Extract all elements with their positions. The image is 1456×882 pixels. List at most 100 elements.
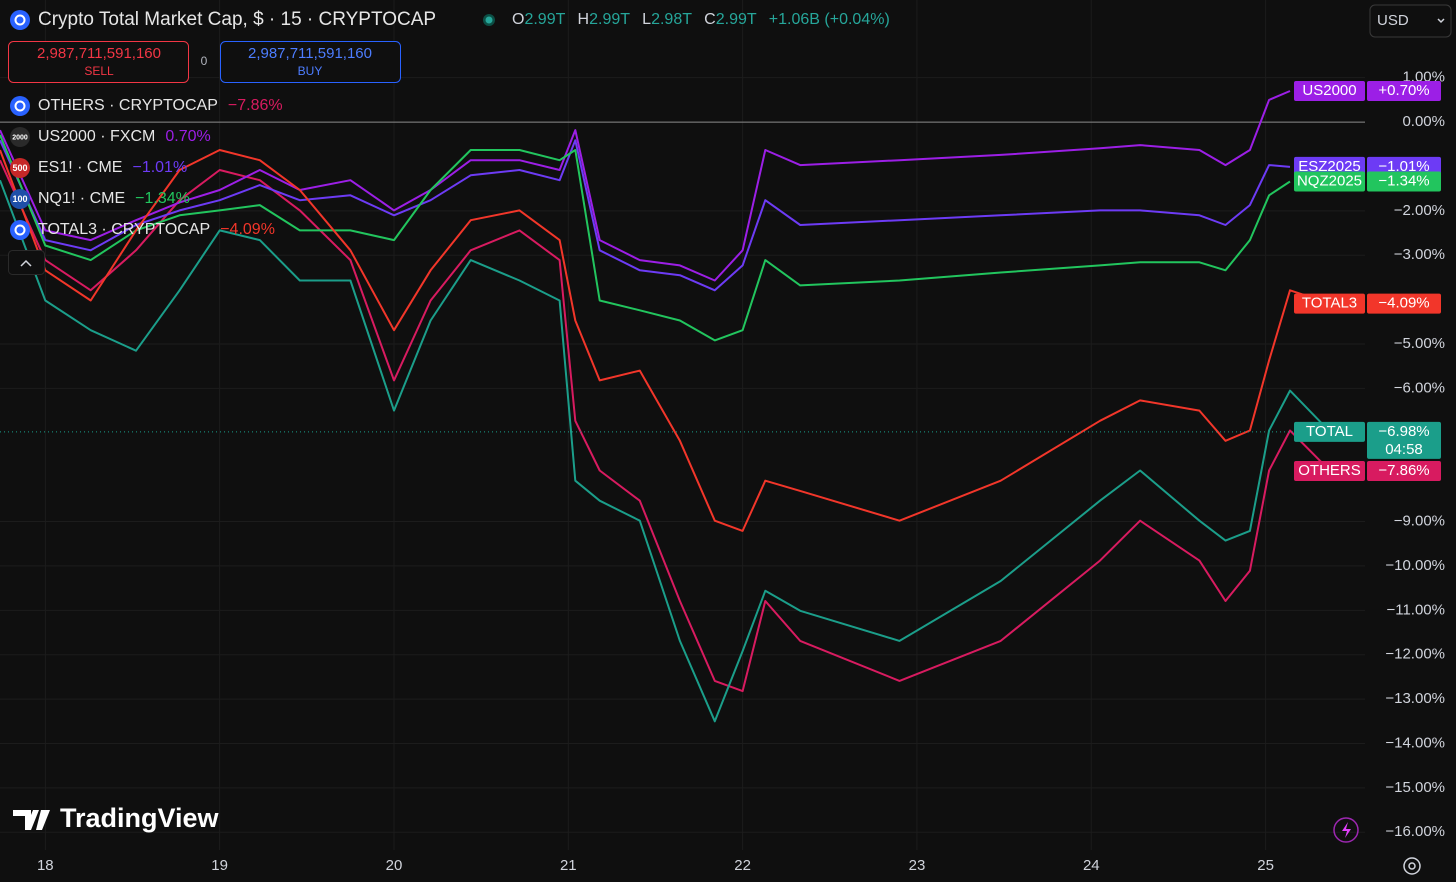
ohlc: O2.99T H2.99T L2.98T C2.99T +1.06B (+0.0…	[512, 11, 890, 28]
legend-entry: OTHERS · CRYPTOCAP −7.86%	[38, 97, 283, 114]
spread: 0	[201, 54, 208, 68]
legend-badge: 100	[12, 194, 27, 204]
currency-dropdown[interactable]	[1369, 4, 1452, 38]
ohlc-key: H	[578, 11, 590, 28]
legend-symbol: NQ1! · CME	[38, 190, 125, 207]
y-tick-label: −13.00%	[1385, 690, 1445, 707]
settings-button[interactable]	[1403, 857, 1421, 875]
legend-change: −4.09%	[220, 221, 275, 238]
tag-name: TOTAL	[1306, 423, 1353, 440]
chevron	[1437, 18, 1445, 24]
ohlc-value: 2.99T	[589, 11, 630, 28]
ohlc-change: +1.06B (+0.04%)	[769, 11, 890, 28]
y-tick-label: −3.00%	[1394, 246, 1445, 263]
y-tick-label: −14.00%	[1385, 734, 1445, 751]
watermark: TradingView	[60, 803, 220, 833]
x-tick-label: 22	[734, 857, 751, 874]
collapse-icon	[20, 259, 32, 267]
tag-name: ESZ2025	[1298, 158, 1361, 175]
watermark-logo	[13, 810, 50, 830]
buy-price: 2,987,711,591,160	[248, 45, 372, 62]
tag-value: −7.86%	[1378, 462, 1429, 479]
tag-value: −4.09%	[1378, 295, 1429, 312]
legend-symbol: TOTAL3 · CRYPTOCAP	[38, 221, 210, 238]
buy-label: BUY	[298, 64, 323, 78]
legend-entry: NQ1! · CME −1.34%	[38, 190, 190, 207]
series-line	[0, 134, 1291, 342]
legend-symbol: ES1! · CME	[38, 159, 122, 176]
ohlc-key: O	[512, 11, 524, 28]
series-line	[0, 179, 1331, 723]
tag-value-box	[1367, 80, 1441, 101]
x-tick-label: 24	[1083, 857, 1100, 874]
tag-value-box	[1367, 171, 1441, 192]
price-tags: OTHERS −7.86% US2000 +0.70% ESZ2025 −1.01% NQZ…	[0, 80, 1441, 481]
sell-price: 2,987,711,591,160	[37, 45, 161, 62]
buy-button[interactable]	[220, 41, 401, 83]
legend-icon	[10, 189, 30, 209]
legend-badge: 2000	[12, 134, 28, 141]
y-tick-label: −16.00%	[1385, 823, 1445, 840]
legend-icon-mark	[14, 224, 26, 236]
x-tick-label: 19	[211, 857, 228, 874]
y-tick-label: −15.00%	[1385, 779, 1445, 796]
overlay: Crypto Total Market Cap, $ · 15 · CRYPTO…	[8, 4, 1452, 875]
tag-name: US2000	[1302, 82, 1356, 99]
tag-name-box	[1294, 171, 1365, 192]
legend-change: −1.34%	[135, 190, 190, 207]
header-title[interactable]: Crypto Total Market Cap, $ · 15 · CRYPTO…	[38, 9, 436, 30]
ohlc-key: L	[642, 11, 651, 28]
legend-icon-mark	[14, 100, 26, 112]
y-tick-label: −2.00%	[1394, 202, 1445, 219]
legend-icon	[10, 127, 30, 147]
plot	[0, 90, 1331, 723]
x-tick-label: 23	[909, 857, 926, 874]
currency-label: USD	[1377, 12, 1409, 29]
tag-value: −6.98%	[1378, 423, 1429, 440]
tag-name-box	[1294, 80, 1365, 101]
x-tick-label: 21	[560, 857, 577, 874]
ohlc-value: 2.98T	[651, 11, 692, 28]
symbol-icon-mark	[14, 14, 26, 26]
y-tick-label: 0.00%	[1402, 113, 1445, 130]
legend: OTHERS · CRYPTOCAP −7.86% 2000 US2000 · FXC…	[10, 96, 283, 240]
tag-value: +0.70%	[1378, 82, 1429, 99]
tag-value: −1.34%	[1378, 173, 1429, 190]
series-line	[0, 149, 1331, 532]
tag-value: −1.01%	[1378, 158, 1429, 175]
ohlc-value: 2.99T	[524, 11, 565, 28]
sell-button[interactable]	[8, 41, 189, 83]
legend-change: −1.01%	[132, 159, 187, 176]
tag-name-box	[1294, 293, 1365, 314]
x-tick-label: 20	[386, 857, 403, 874]
tag-name: OTHERS	[1298, 462, 1361, 479]
y-tick-label: −6.00%	[1394, 379, 1445, 396]
x-tick-label: 25	[1257, 857, 1274, 874]
legend-symbol: US2000 · FXCM	[38, 128, 155, 145]
lightning-icon	[1342, 822, 1351, 838]
legend-change: −7.86%	[228, 97, 283, 114]
status-dot-inner	[485, 16, 493, 24]
y-tick-label: −11.00%	[1386, 601, 1445, 618]
settings-icon	[1408, 862, 1416, 870]
tag-name: NQZ2025	[1297, 173, 1362, 190]
tag-name-box	[1294, 421, 1365, 442]
tag-value-box	[1367, 293, 1441, 314]
series-line	[0, 159, 1331, 693]
x-tick-label: 18	[37, 857, 54, 874]
sell-label: SELL	[84, 64, 114, 78]
legend-entry: TOTAL3 · CRYPTOCAP −4.09%	[38, 221, 275, 238]
ohlc-key: C	[704, 11, 716, 28]
legend-icon	[10, 220, 30, 240]
tag-value-box	[1367, 460, 1441, 481]
y-tick-label: −12.00%	[1385, 646, 1445, 663]
lightning-button[interactable]	[1333, 817, 1359, 843]
legend-change: 0.70%	[165, 128, 210, 145]
legend-icon	[10, 96, 30, 116]
y-tick-label: −9.00%	[1394, 513, 1445, 530]
tag-name-box	[1294, 460, 1365, 481]
y-tick-label: −5.00%	[1394, 335, 1445, 352]
